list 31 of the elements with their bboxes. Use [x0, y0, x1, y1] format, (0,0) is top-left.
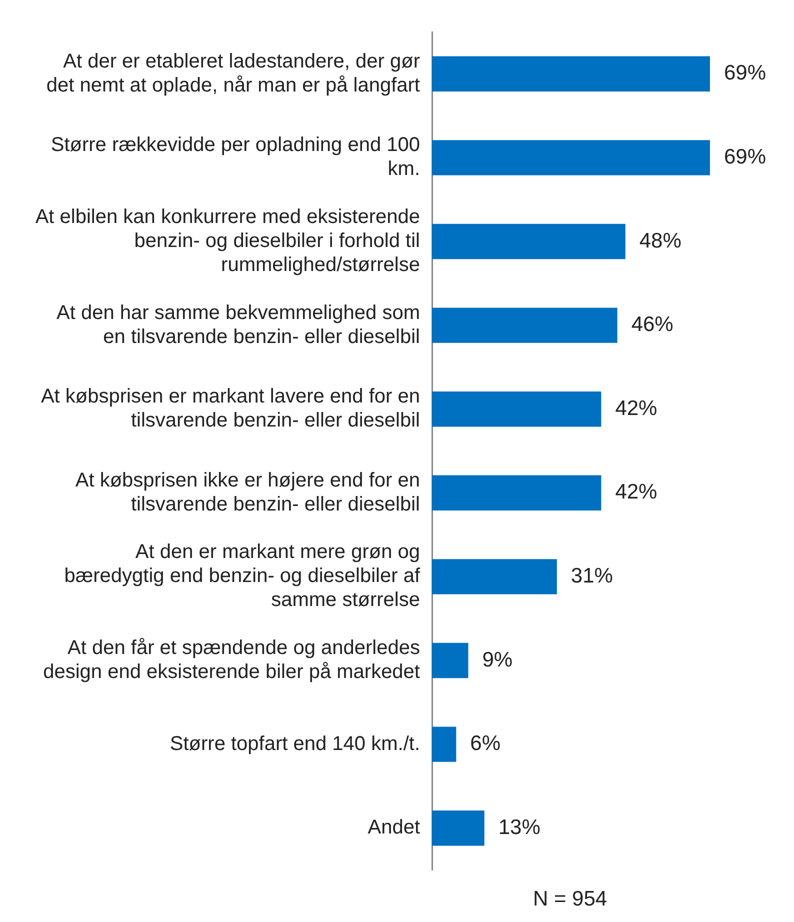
y-tick-label: At elbilen kan konkurrere med eksisterende benzin- og dieselbiler i forhold til rummelighed/størrelse: [35, 206, 420, 276]
y-tick-label: At den har samme bekvemmelighed som en tilsvarende benzin- eller dieselbil: [56, 302, 420, 348]
bar: [432, 475, 602, 510]
data-label: 46%: [631, 313, 674, 336]
data-label: 48%: [639, 229, 682, 252]
y-tick-label: At den er markant mere grøn og bæredygtig end benzin- og dieselbiler af samme størrelse: [64, 541, 420, 612]
data-label: 69%: [724, 62, 766, 85]
data-label: 31%: [570, 564, 613, 588]
y-tick-label: At købsprisen ikke er højere end for en tilsvarende benzin- eller dieselbil: [75, 469, 420, 516]
bar: [432, 140, 710, 176]
data-label: 9%: [482, 648, 513, 672]
y-tick-label: Større topfart end 140 km./t.: [170, 732, 420, 755]
bar: [432, 559, 557, 594]
bar: [432, 392, 602, 427]
data-label: 42%: [615, 480, 658, 504]
y-tick-label: At den får et spændende og anderledes design end eksisterende biler på markedet: [43, 637, 420, 684]
y-tick-label: At købsprisen er markant lavere end for en tilsvarende benzin- eller dieselbil: [40, 386, 420, 432]
y-tick-label: At der er etableret ladestandere, der gør det nemt at oplade, når man er på langfart: [46, 50, 420, 96]
bar: [432, 224, 626, 260]
data-label: 69%: [724, 145, 766, 168]
bar: [432, 642, 468, 678]
bar: [432, 810, 484, 846]
data-label: 6%: [470, 732, 501, 756]
bar: [432, 56, 710, 92]
text: N = 954: [532, 887, 608, 910]
bar: [432, 308, 618, 343]
y-tick-label: Andet: [368, 816, 420, 839]
data-label: 13%: [498, 816, 540, 839]
y-tick-label: Større rækkevidde per opladning end 100 km.: [50, 134, 420, 180]
data-label: 42%: [615, 396, 658, 420]
bar: [432, 726, 456, 762]
